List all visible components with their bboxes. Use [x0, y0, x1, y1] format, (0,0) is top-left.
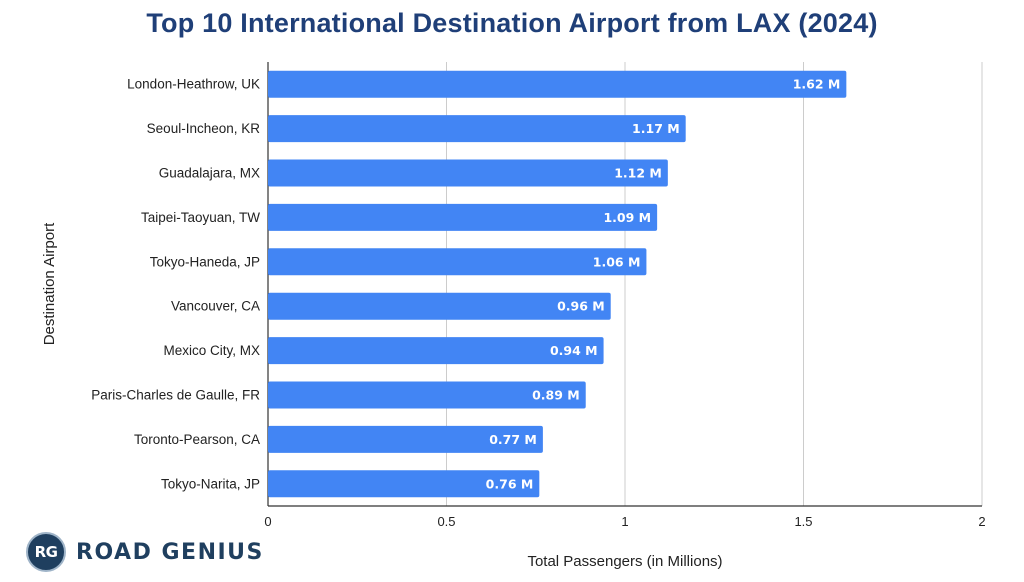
category-labels: London-Heathrow, UK Seoul-Incheon, KR Guad…: [91, 77, 260, 492]
x-tick-labels: 0 0.5 1 1.5 2: [264, 514, 985, 529]
category-label: Paris-Charles de Gaulle, FR: [91, 388, 260, 403]
data-label: 1.12 M: [614, 166, 662, 181]
x-tick-label: 2: [978, 514, 985, 529]
bar: [268, 248, 647, 276]
data-label: 1.62 M: [793, 77, 841, 92]
bar: [268, 470, 540, 498]
x-tick-label: 0: [264, 514, 271, 529]
category-label: Vancouver, CA: [171, 299, 260, 314]
x-tick-label: 1.5: [794, 514, 812, 529]
data-label: 0.76 M: [486, 476, 534, 491]
category-label: Mexico City, MX: [163, 343, 260, 358]
x-tick-label: 1: [621, 514, 628, 529]
category-label: Seoul-Incheon, KR: [147, 121, 261, 136]
bar: [268, 115, 686, 143]
data-label: 0.94 M: [550, 343, 598, 358]
bar: [268, 203, 658, 231]
brand-mark-icon: RG: [26, 532, 66, 572]
data-label: 0.77 M: [489, 432, 537, 447]
data-label: 0.89 M: [532, 388, 580, 403]
brand-name: ROAD GENIUS: [76, 539, 264, 565]
category-label: Tokyo-Haneda, JP: [150, 254, 260, 269]
category-label: Tokyo-Narita, JP: [161, 476, 260, 491]
x-axis-title: Total Passengers (in Millions): [527, 553, 722, 570]
category-label: London-Heathrow, UK: [127, 77, 260, 92]
bar: [268, 425, 543, 453]
bar: [268, 381, 586, 409]
y-axis-title: Destination Airport: [41, 222, 58, 345]
bar: [268, 70, 847, 98]
bar: [268, 159, 668, 187]
x-tick-label: 0.5: [437, 514, 455, 529]
brand-logo: RG ROAD GENIUS: [26, 530, 264, 574]
bars: 1.62 M 1.17 M 1.12 M 1.09 M 1.06 M 0.96 M 0.94…: [268, 70, 847, 498]
category-label: Taipei-Taoyuan, TW: [141, 210, 260, 225]
category-label: Guadalajara, MX: [159, 166, 260, 181]
category-label: Toronto-Pearson, CA: [134, 432, 260, 447]
data-label: 1.09 M: [603, 210, 651, 225]
data-label: 0.96 M: [557, 299, 605, 314]
bar: [268, 337, 604, 365]
chart-title: Top 10 International Destination Airport…: [146, 8, 878, 38]
bar: [268, 292, 611, 320]
data-label: 1.17 M: [632, 121, 680, 136]
data-label: 1.06 M: [593, 254, 641, 269]
